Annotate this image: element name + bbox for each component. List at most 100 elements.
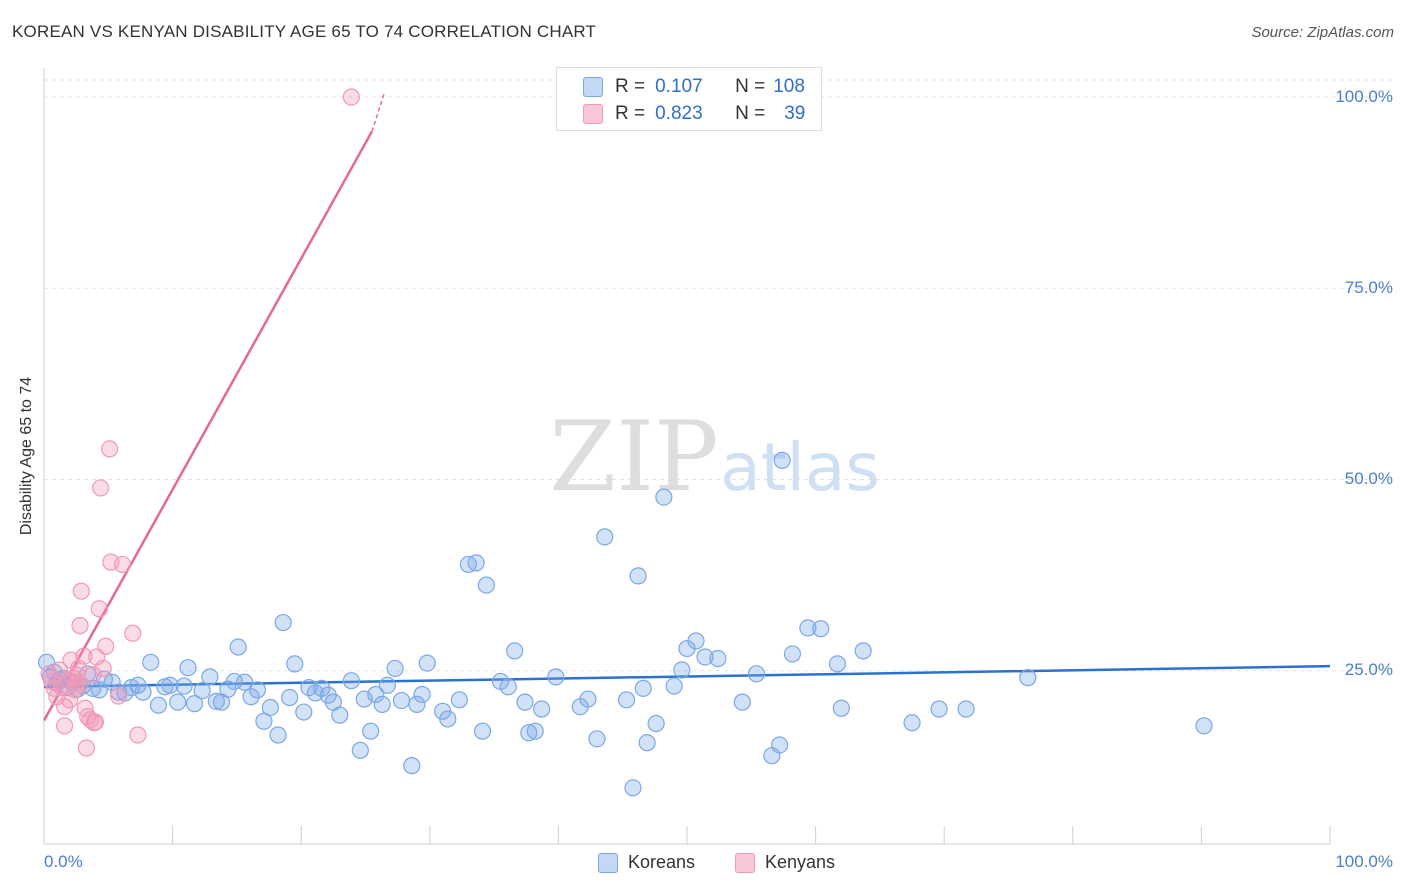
data-point-kenyans xyxy=(342,88,360,106)
data-point-kenyans xyxy=(61,691,79,709)
data-point-koreans xyxy=(362,722,380,740)
data-point-kenyans xyxy=(94,659,112,678)
data-point-koreans xyxy=(109,683,128,701)
data-point-koreans xyxy=(207,692,225,710)
watermark: ZIP atlas xyxy=(549,401,879,513)
data-point-koreans xyxy=(687,632,705,650)
data-point-koreans xyxy=(378,676,396,694)
data-point-koreans xyxy=(439,710,457,728)
legend-n-label: N = xyxy=(735,76,766,97)
kenyan-points xyxy=(40,88,360,757)
data-point-koreans xyxy=(655,488,673,506)
trend-line-extension xyxy=(371,91,386,132)
data-point-koreans xyxy=(526,722,544,740)
legend-label-koreans: Koreans xyxy=(628,852,696,872)
data-point-koreans xyxy=(331,706,349,724)
legend-swatch-koreans xyxy=(598,852,618,873)
legend-swatch-kenyans xyxy=(735,852,755,873)
data-point-koreans xyxy=(274,613,292,632)
legend-n-value: 108 xyxy=(773,76,805,97)
data-point-koreans xyxy=(828,655,847,673)
data-point-kenyans xyxy=(86,713,105,731)
data-point-koreans xyxy=(418,654,436,672)
data-point-koreans xyxy=(408,695,426,714)
data-point-koreans xyxy=(185,695,204,713)
data-point-koreans xyxy=(547,668,565,686)
data-point-koreans xyxy=(499,678,517,696)
data-point-koreans xyxy=(588,730,606,748)
data-point-koreans xyxy=(169,693,187,711)
data-point-kenyans xyxy=(124,624,142,642)
legend-r-label: R = xyxy=(615,76,646,97)
data-point-koreans xyxy=(473,722,492,740)
y-tick-25: 25.0% xyxy=(1344,660,1393,679)
data-point-koreans xyxy=(533,700,551,718)
data-point-koreans xyxy=(477,576,495,594)
legend-swatch-korean xyxy=(583,77,603,97)
data-point-koreans xyxy=(286,655,304,673)
data-point-koreans xyxy=(281,688,299,707)
y-tick-50: 50.0% xyxy=(1344,469,1393,488)
data-point-koreans xyxy=(1019,669,1037,687)
legend-item-kenyans: Kenyans xyxy=(735,852,835,873)
data-point-koreans xyxy=(403,757,421,775)
data-point-kenyans xyxy=(71,617,89,635)
data-point-koreans xyxy=(201,668,219,686)
data-point-koreans xyxy=(832,699,850,717)
data-point-koreans xyxy=(783,645,802,663)
data-point-koreans xyxy=(770,736,789,754)
data-point-koreans xyxy=(665,677,683,695)
data-point-koreans xyxy=(930,700,948,718)
data-point-koreans xyxy=(957,700,975,718)
data-point-koreans xyxy=(84,679,102,697)
data-point-koreans xyxy=(392,691,411,710)
watermark-zip: ZIP xyxy=(549,401,718,513)
data-point-koreans xyxy=(261,698,279,717)
data-point-kenyans xyxy=(91,479,110,497)
data-point-koreans xyxy=(103,673,121,691)
chart-title: KOREAN VS KENYAN DISABILITY AGE 65 TO 74… xyxy=(12,22,597,41)
data-point-koreans xyxy=(617,691,636,709)
data-point-koreans xyxy=(696,648,714,666)
data-point-kenyans xyxy=(97,637,115,655)
legend-label-kenyans: Kenyans xyxy=(765,852,836,872)
data-point-koreans xyxy=(367,685,385,704)
data-point-koreans xyxy=(236,673,254,691)
data-point-koreans xyxy=(90,681,108,699)
data-point-koreans xyxy=(161,676,179,694)
data-point-koreans xyxy=(175,677,193,695)
data-point-kenyans xyxy=(85,714,103,732)
x-tick-min: 0.0% xyxy=(44,852,83,871)
legend-row-kenyan: R = 0.823 N = 39 xyxy=(583,103,805,125)
legend-row-korean: R = 0.107 N = 108 xyxy=(583,76,805,98)
source-label: Source: ZipAtlas.com xyxy=(1251,24,1394,41)
data-point-kenyans xyxy=(84,665,102,684)
data-point-koreans xyxy=(733,693,751,711)
data-point-koreans xyxy=(313,679,331,697)
legend-n-label: N = xyxy=(735,103,766,124)
legend-r-label: R = xyxy=(615,103,646,124)
data-point-koreans xyxy=(142,653,160,671)
legend-r-value: 0.823 xyxy=(655,103,703,124)
y-tick-75: 75.0% xyxy=(1344,278,1393,297)
data-point-koreans xyxy=(295,703,313,721)
korean-points xyxy=(37,451,1213,797)
data-point-koreans xyxy=(342,672,360,690)
x-tick-max: 100.0% xyxy=(1335,852,1393,871)
data-point-koreans xyxy=(149,696,168,714)
legend-item-koreans: Koreans xyxy=(598,852,695,873)
data-point-kenyans xyxy=(129,726,147,744)
data-point-kenyans xyxy=(55,717,74,735)
y-tick-100: 100.0% xyxy=(1335,87,1393,106)
data-point-koreans xyxy=(1195,717,1213,735)
data-point-koreans xyxy=(506,642,524,660)
data-point-koreans xyxy=(673,661,691,679)
trend-line-kenyans xyxy=(42,130,374,722)
legend-swatch-kenyan xyxy=(583,104,603,124)
data-point-kenyans xyxy=(90,600,108,618)
data-point-koreans xyxy=(248,681,267,699)
data-point-koreans xyxy=(450,691,468,709)
data-point-koreans xyxy=(179,659,197,677)
stats-legend: R = 0.107 N = 108 R = 0.823 N = 39 xyxy=(556,67,822,131)
